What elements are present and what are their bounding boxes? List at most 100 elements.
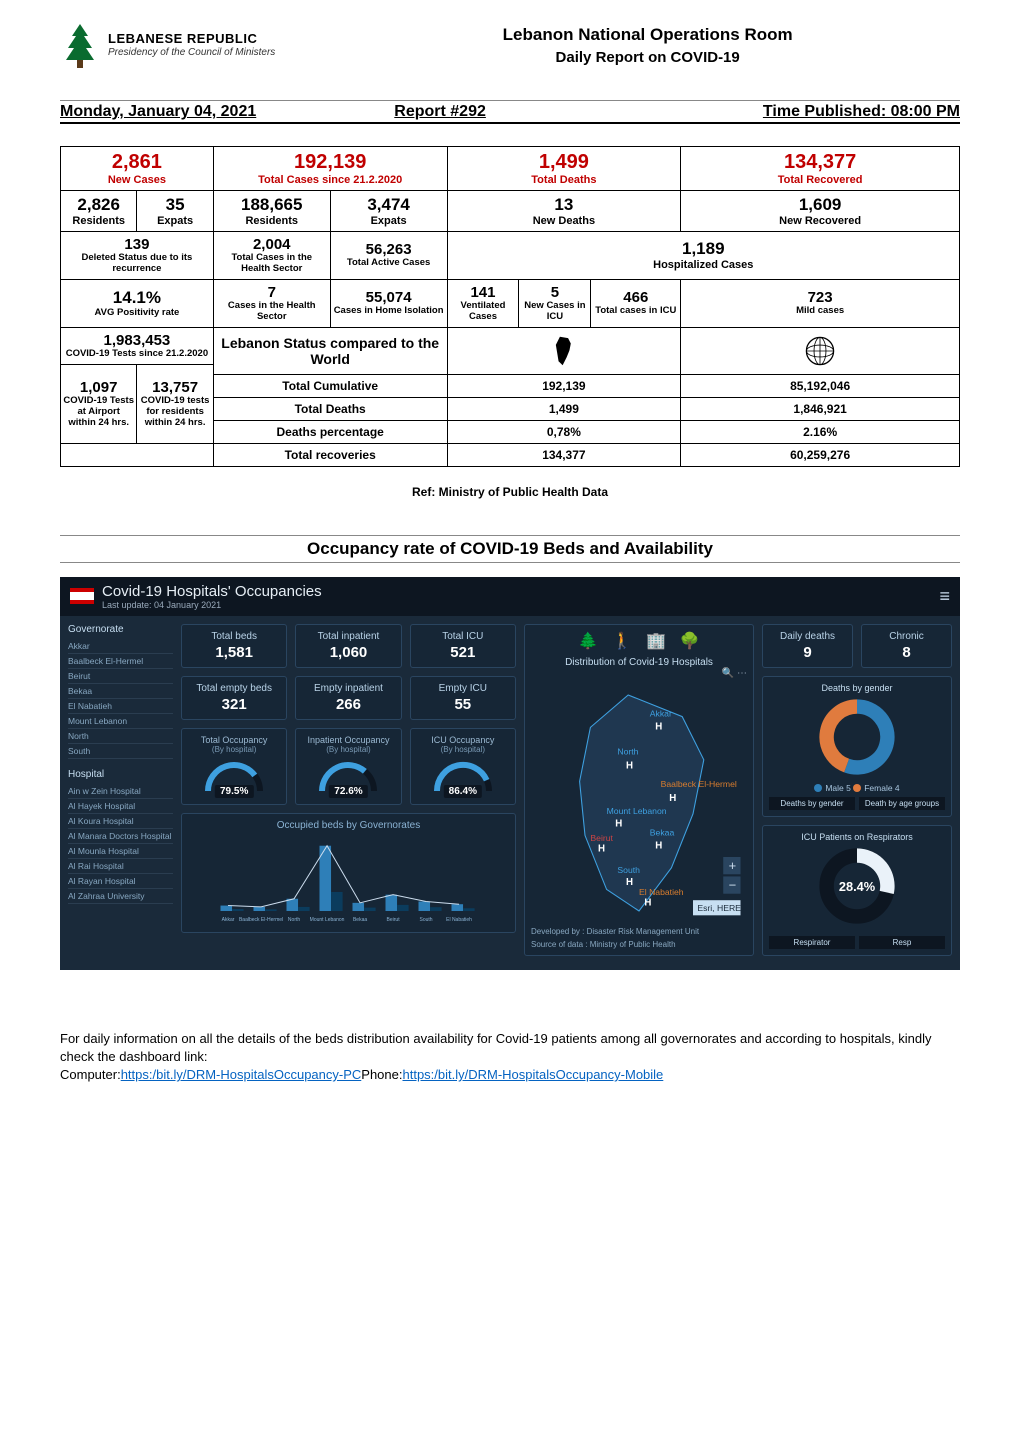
hospital-item[interactable]: Al Mounla Hospital — [68, 844, 173, 859]
dashboard-sidebar: Governorate AkkarBaalbeck El-HermelBeiru… — [68, 624, 173, 956]
hospital-item[interactable]: Ain w Zein Hospital — [68, 784, 173, 799]
governorate-item[interactable]: Beirut — [68, 669, 173, 684]
stat-card: Total empty beds321 — [181, 676, 287, 720]
org-logo-block: LEBANESE REPUBLIC Presidency of the Coun… — [60, 20, 275, 70]
new-residents-label: Residents — [63, 215, 134, 227]
governorate-item[interactable]: Mount Lebanon — [68, 714, 173, 729]
hospitalized-value: 1,189 — [450, 239, 957, 259]
hospital-item[interactable]: Al Koura Hospital — [68, 814, 173, 829]
mild-label: Mild cases — [683, 306, 957, 317]
new-expats-value: 35 — [139, 195, 210, 215]
cum-residents-cell: 188,665 Residents — [213, 191, 330, 232]
right-cards-row: Daily deaths9Chronic8 — [762, 624, 952, 668]
total-deaths-value: 1,499 — [450, 151, 679, 174]
resident-tests-label: COVID-19 tests for residents within 24 h… — [139, 396, 210, 429]
tab-resp[interactable]: Resp — [859, 936, 945, 949]
compare-lebanon: 192,139 — [447, 374, 681, 397]
tab-respirator[interactable]: Respirator — [769, 936, 855, 949]
total-recovered-label: Total Recovered — [683, 174, 957, 186]
person-icon[interactable]: 🚶 — [612, 631, 632, 651]
report-number: Report #292 — [394, 103, 651, 121]
dashboard-right: Daily deaths9Chronic8 Deaths by gender M… — [762, 624, 952, 956]
new-cases-cell: 2,861 New Cases — [61, 147, 214, 191]
hospital-header: Hospital — [68, 769, 173, 780]
respirator-donut-title: ICU Patients on Respirators — [769, 832, 945, 842]
cum-expats-value: 3,474 — [333, 195, 445, 215]
cards-top-row: Total beds1,581Total inpatient1,060Total… — [181, 624, 516, 668]
map-zoom-controls[interactable]: + − — [723, 857, 740, 894]
ventilated-value: 141 — [450, 284, 517, 301]
data-source-ref: Ref: Ministry of Public Health Data — [60, 485, 960, 499]
tab-deaths-gender[interactable]: Deaths by gender — [769, 797, 855, 810]
mobile-dashboard-link[interactable]: https:/bit.ly/DRM-HospitalsOccupancy-Mob… — [402, 1067, 663, 1082]
stat-card: Empty inpatient266 — [295, 676, 401, 720]
building-icon[interactable]: 🏢 — [646, 631, 666, 651]
governorate-item[interactable]: South — [68, 744, 173, 759]
report-title: Lebanon National Operations Room Daily R… — [335, 25, 960, 66]
hospital-tree-icon[interactable]: 🌳 — [680, 631, 700, 651]
total-icu-cell: 466 Total cases in ICU — [591, 279, 681, 327]
positivity-value: 14.1% — [63, 288, 211, 308]
dashboard-mid: Total beds1,581Total inpatient1,060Total… — [181, 624, 516, 956]
new-deaths-value: 13 — [450, 195, 679, 215]
tab-deaths-age[interactable]: Death by age groups — [859, 797, 945, 810]
resident-tests-cell: 13,757 COVID-19 tests for residents with… — [137, 364, 213, 443]
org-line1: LEBANESE REPUBLIC — [108, 32, 275, 47]
home-iso-value: 55,074 — [333, 289, 445, 306]
svg-text:H: H — [615, 818, 622, 829]
new-deaths-cell: 13 New Deaths — [447, 191, 681, 232]
svg-text:H: H — [626, 877, 633, 888]
lebanon-map-svg: Akkar North Baalbeck El-Hermel Mount Leb… — [531, 683, 747, 923]
hospital-item[interactable]: Al Hayek Hospital — [68, 799, 173, 814]
respirator-donut-card: ICU Patients on Respirators 28.4% Respir… — [762, 825, 952, 956]
governorate-item[interactable]: Bekaa — [68, 684, 173, 699]
total-recovered-value: 134,377 — [683, 151, 957, 174]
cum-residents-label: Residents — [216, 215, 328, 227]
governorate-item[interactable]: Baalbeck El-Hermel — [68, 654, 173, 669]
new-icu-cell: 5 New Cases in ICU — [519, 279, 591, 327]
report-date: Monday, January 04, 2021 — [60, 103, 394, 121]
deleted-value: 139 — [63, 236, 211, 253]
deleted-cell: 139 Deleted Status due to its recurrence — [61, 232, 214, 280]
hospital-item[interactable]: Al Zahraa University — [68, 889, 173, 904]
dashboard-title-block: Covid-19 Hospitals' Occupancies Last upd… — [102, 583, 322, 610]
governorate-item[interactable]: North — [68, 729, 173, 744]
hospital-item[interactable]: Al Manara Doctors Hospital — [68, 829, 173, 844]
total-cases-label: Total Cases since 21.2.2020 — [216, 174, 445, 186]
title-line1: Lebanon National Operations Room — [335, 25, 960, 45]
world-icon-cell — [681, 327, 960, 374]
map-panel: 🌲 🚶 🏢 🌳 Distribution of Covid-19 Hospita… — [524, 624, 754, 956]
governorate-item[interactable]: El Nabatieh — [68, 699, 173, 714]
respirator-donut-chart: 28.4% — [817, 846, 897, 926]
lebanon-icon-cell — [447, 327, 681, 374]
hospital-item[interactable]: Al Rai Hospital — [68, 859, 173, 874]
stats-table: 2,861 New Cases 192,139 Total Cases sinc… — [60, 146, 960, 467]
svg-text:Akkar: Akkar — [222, 917, 235, 923]
gov-chart-svg: AkkarBaalbeck El-HermelNorthMount Lebano… — [188, 835, 509, 923]
new-cases-label: New Cases — [63, 174, 211, 186]
map-search-icon[interactable]: 🔍 ⋯ — [531, 668, 747, 679]
gender-tabs: Deaths by gender Death by age groups — [769, 797, 945, 810]
mild-cell: 723 Mild cases — [681, 279, 960, 327]
health-total-value: 2,004 — [216, 236, 328, 253]
compare-lebanon: 134,377 — [447, 443, 681, 466]
new-deaths-label: New Deaths — [450, 215, 679, 227]
org-line2: Presidency of the Council of Ministers — [108, 47, 275, 59]
compare-label: Total recoveries — [213, 443, 447, 466]
dashboard-subtitle: Last update: 04 January 2021 — [102, 600, 322, 610]
hospital-item[interactable]: Al Rayan Hospital — [68, 874, 173, 889]
svg-text:Beirut: Beirut — [387, 917, 401, 923]
hamburger-icon[interactable]: ≡ — [939, 586, 950, 607]
report-meta: Monday, January 04, 2021 Report #292 Tim… — [60, 100, 960, 124]
tree-icon[interactable]: 🌲 — [578, 631, 598, 651]
svg-text:−: − — [729, 877, 737, 892]
tests-total-cell: 1,983,453 COVID-19 Tests since 21.2.2020 — [61, 327, 214, 364]
pc-dashboard-link[interactable]: https:/bit.ly/DRM-HospitalsOccupancy-PC — [121, 1067, 362, 1082]
governorate-item[interactable]: Akkar — [68, 639, 173, 654]
svg-text:Akkar: Akkar — [650, 708, 672, 718]
stat-card: Empty ICU55 — [410, 676, 516, 720]
total-cases-value: 192,139 — [216, 151, 445, 174]
svg-text:28.4%: 28.4% — [839, 878, 876, 893]
svg-text:South: South — [617, 865, 640, 875]
title-line2: Daily Report on COVID-19 — [335, 49, 960, 66]
